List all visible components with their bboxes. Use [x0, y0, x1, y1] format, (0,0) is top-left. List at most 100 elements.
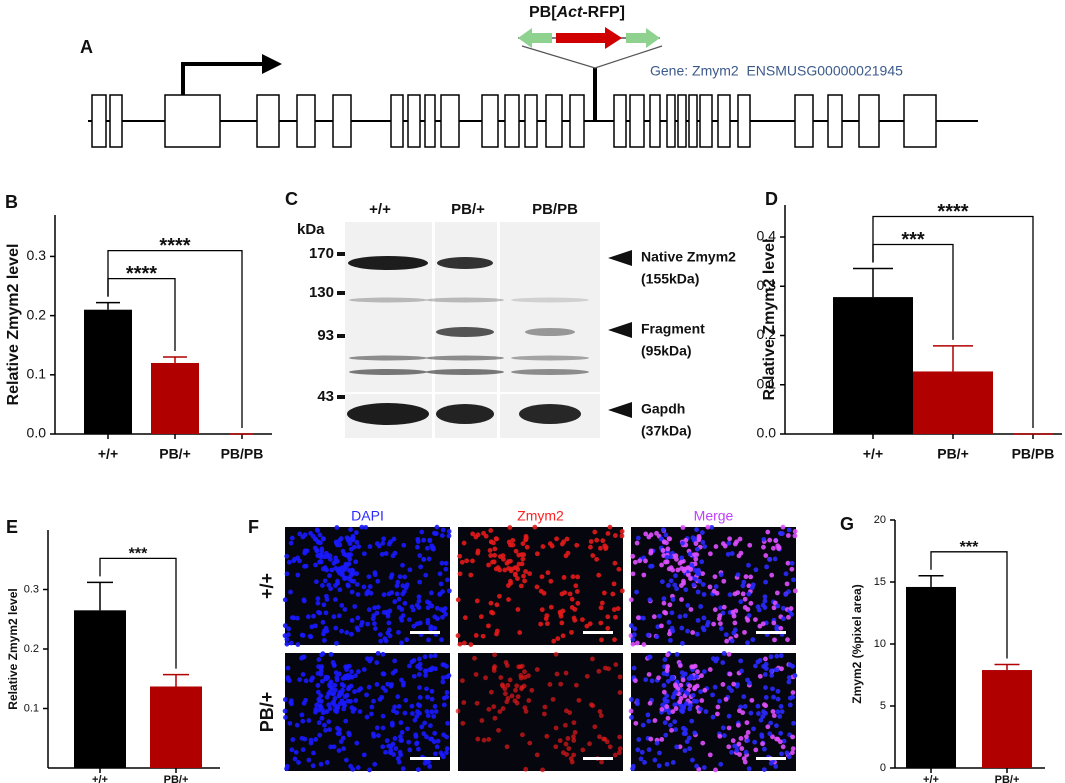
nucleus — [415, 544, 420, 550]
nucleus — [520, 732, 525, 738]
nucleus — [359, 524, 365, 530]
nucleus — [341, 683, 347, 689]
nucleus — [659, 706, 665, 712]
nucleus — [514, 700, 520, 706]
nucleus — [313, 562, 318, 568]
nucleus — [779, 751, 784, 757]
nucleus — [681, 731, 687, 736]
nucleus — [732, 591, 738, 597]
nucleus — [617, 734, 622, 740]
nucleus — [735, 572, 741, 578]
nucleus — [569, 596, 575, 602]
nucleus — [699, 673, 704, 679]
scale-bar — [410, 757, 440, 760]
nucleus — [384, 609, 390, 615]
marker-label: 93 — [317, 327, 334, 344]
nucleus — [435, 738, 441, 744]
nucleus — [612, 533, 618, 538]
marker-tick — [337, 334, 345, 338]
nucleus — [446, 588, 452, 594]
nucleus — [723, 632, 729, 638]
nucleus — [397, 574, 403, 580]
nucleus — [327, 727, 333, 732]
panel-letter: E — [6, 517, 18, 537]
nucleus — [340, 676, 346, 681]
scale-bar — [756, 631, 786, 634]
nucleus — [311, 750, 316, 756]
nucleus — [492, 652, 497, 658]
nucleus — [760, 714, 766, 719]
nucleus — [726, 685, 732, 691]
nucleus — [745, 617, 751, 623]
nucleus — [679, 555, 685, 561]
nucleus — [375, 650, 381, 656]
panel-letter: C — [285, 189, 298, 209]
nucleus — [730, 738, 736, 744]
nucleus — [729, 749, 734, 755]
nucleus — [674, 651, 680, 657]
nucleus — [786, 614, 791, 620]
nucleus — [669, 674, 675, 680]
nucleus — [538, 588, 544, 594]
nucleus — [470, 531, 476, 537]
nucleus — [596, 668, 602, 674]
nucleus — [440, 679, 446, 685]
x-tick-label: +/+ — [923, 774, 939, 783]
nucleus — [497, 593, 502, 599]
nucleus — [403, 585, 409, 591]
nucleus — [685, 603, 691, 608]
band — [349, 297, 427, 303]
nucleus — [762, 594, 768, 600]
exon — [440, 94, 460, 148]
nucleus — [551, 638, 557, 644]
nucleus — [775, 709, 781, 715]
nucleus — [381, 671, 387, 677]
nucleus — [508, 580, 513, 586]
nucleus — [284, 641, 290, 647]
nucleus — [354, 539, 360, 545]
nucleus — [391, 752, 396, 757]
nucleus — [303, 678, 309, 684]
nucleus — [393, 746, 399, 751]
nucleus — [354, 571, 360, 577]
nucleus — [550, 696, 556, 702]
nucleus — [791, 577, 796, 583]
nucleus — [670, 628, 676, 634]
lane-label: PB/PB — [532, 201, 578, 218]
nucleus — [345, 582, 351, 588]
nucleus — [457, 641, 463, 647]
nucleus — [670, 760, 676, 765]
nucleus — [768, 654, 774, 660]
nucleus — [513, 687, 518, 693]
nucleus — [440, 754, 446, 760]
nucleus — [383, 638, 389, 644]
nucleus — [749, 697, 755, 703]
nucleus — [657, 750, 662, 756]
nucleus — [603, 546, 608, 551]
nucleus — [440, 614, 445, 620]
nucleus — [605, 531, 611, 536]
nucleus — [664, 554, 670, 560]
nucleus — [661, 689, 667, 695]
nucleus — [425, 713, 431, 719]
nucleus — [513, 548, 519, 554]
band — [436, 327, 494, 337]
nucleus — [685, 628, 690, 634]
nucleus — [344, 664, 350, 670]
nucleus — [517, 630, 523, 635]
nucleus — [462, 615, 468, 621]
nucleus — [316, 609, 321, 615]
nucleus — [709, 524, 715, 530]
nucleus — [424, 709, 430, 714]
nucleus — [323, 674, 329, 680]
nucleus — [674, 744, 680, 750]
nucleus — [654, 634, 660, 640]
nucleus — [486, 623, 491, 629]
nucleus — [396, 596, 402, 602]
nucleus — [305, 614, 311, 620]
nucleus — [543, 616, 549, 622]
nucleus — [748, 600, 754, 606]
nucleus — [422, 720, 428, 726]
nucleus — [661, 683, 667, 688]
nucleus — [394, 583, 400, 589]
